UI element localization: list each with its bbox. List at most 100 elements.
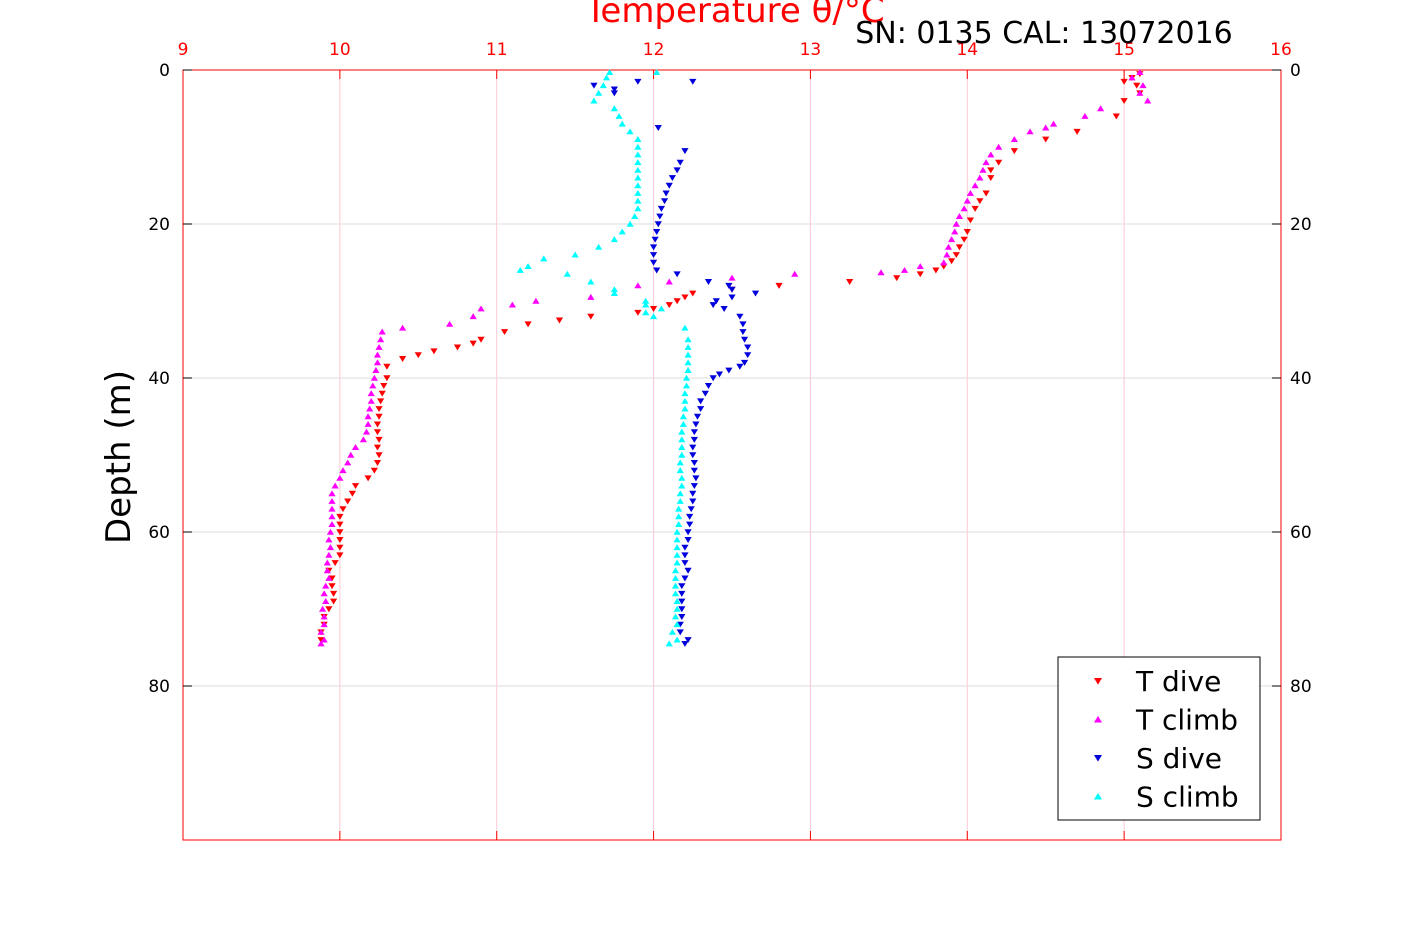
data-point-s-climb <box>626 128 634 135</box>
data-point-t-climb <box>320 613 328 620</box>
y-tick-label-right: 0 <box>1290 61 1301 81</box>
data-point-s-dive <box>649 252 658 259</box>
data-point-t-climb <box>373 351 382 358</box>
data-point-t-dive <box>430 348 438 355</box>
data-point-s-dive <box>744 352 752 359</box>
x-tick-label: 9 <box>178 40 189 60</box>
data-point-t-dive <box>378 390 386 397</box>
data-point-s-climb <box>675 521 683 527</box>
data-point-s-dive <box>654 125 662 131</box>
data-point-s-dive <box>692 421 700 428</box>
data-point-t-dive <box>987 167 995 174</box>
data-point-s-climb <box>682 382 691 389</box>
data-point-t-climb <box>367 390 375 397</box>
data-point-t-dive <box>348 490 357 497</box>
data-point-s-dive <box>693 413 702 420</box>
data-point-t-dive <box>681 294 689 301</box>
data-point-t-climb <box>955 213 964 219</box>
data-point-t-dive <box>966 217 975 224</box>
data-point-s-dive <box>704 279 713 285</box>
x-tick-label: 11 <box>486 40 508 60</box>
data-point-t-climb <box>362 428 371 435</box>
data-point-s-climb <box>673 605 681 612</box>
legend-label-s-dive: S dive <box>1136 742 1222 775</box>
data-point-s-dive <box>709 375 717 382</box>
data-point-t-dive <box>955 244 964 251</box>
data-point-t-climb <box>532 297 540 304</box>
data-point-t-climb <box>1081 112 1089 119</box>
y-tick-label-left: 60 <box>148 523 170 543</box>
data-point-t-climb <box>370 374 378 381</box>
data-point-s-climb <box>649 313 658 320</box>
data-point-s-dive <box>668 175 676 182</box>
data-point-t-dive <box>414 352 422 359</box>
data-point-s-dive <box>697 406 705 413</box>
data-point-s-climb <box>679 413 687 420</box>
data-point-t-dive <box>375 452 383 459</box>
data-point-t-climb <box>372 367 380 373</box>
data-point-s-climb <box>671 613 680 620</box>
data-point-t-dive <box>1010 148 1018 155</box>
data-point-s-dive <box>610 90 618 97</box>
data-point-s-dive <box>676 621 684 628</box>
y-tick-label-right: 40 <box>1290 369 1312 389</box>
data-point-t-dive <box>469 340 477 347</box>
data-point-s-climb <box>634 159 642 166</box>
data-point-s-dive <box>662 190 670 197</box>
data-point-s-dive <box>689 78 697 85</box>
data-point-s-climb <box>676 490 684 497</box>
data-point-s-dive <box>681 552 689 559</box>
data-point-t-climb <box>326 528 335 535</box>
data-point-s-climb <box>676 459 684 466</box>
data-point-t-climb <box>325 536 333 543</box>
data-point-s-climb <box>668 628 676 635</box>
data-point-t-dive <box>336 544 344 551</box>
legend-label-t-dive: T dive <box>1135 665 1221 698</box>
data-point-s-climb <box>679 420 687 427</box>
data-point-s-dive <box>681 575 689 582</box>
data-point-s-climb <box>657 305 666 312</box>
data-point-t-climb <box>325 551 333 558</box>
data-point-s-climb <box>673 536 681 543</box>
data-point-s-climb <box>634 166 642 173</box>
data-point-s-dive <box>709 302 717 309</box>
x-tick-label: 10 <box>329 40 351 60</box>
data-point-t-dive <box>377 398 385 405</box>
data-point-t-dive <box>373 460 382 466</box>
data-point-t-dive <box>317 637 325 644</box>
data-point-t-climb <box>369 382 377 389</box>
data-point-t-climb <box>322 598 330 604</box>
data-point-t-dive <box>963 229 971 235</box>
data-point-s-climb <box>678 428 686 435</box>
data-point-s-climb <box>678 451 686 458</box>
data-point-t-dive <box>375 436 383 443</box>
data-point-t-climb <box>344 459 352 466</box>
data-point-s-climb <box>671 590 680 597</box>
data-point-s-dive <box>687 506 695 513</box>
data-point-t-dive <box>775 282 783 289</box>
data-point-t-climb <box>1026 128 1034 135</box>
data-point-s-dive <box>684 637 692 644</box>
data-point-t-dive <box>500 329 509 336</box>
data-point-t-climb <box>364 420 372 427</box>
data-point-t-dive <box>336 529 344 536</box>
x-tick-label: 16 <box>1270 40 1292 60</box>
data-point-s-dive <box>701 390 709 397</box>
data-point-s-dive <box>712 298 720 305</box>
data-point-t-climb <box>477 305 485 312</box>
y-tick-label-left: 80 <box>148 677 170 697</box>
data-point-t-climb <box>1144 97 1152 104</box>
data-point-t-dive <box>948 258 956 265</box>
data-point-t-dive <box>328 575 336 582</box>
data-point-t-climb <box>1010 136 1018 142</box>
data-point-s-climb <box>634 151 642 158</box>
data-point-t-climb <box>791 270 799 277</box>
data-point-t-climb <box>1139 82 1147 89</box>
data-point-s-dive <box>684 529 692 536</box>
data-point-s-dive <box>649 259 658 266</box>
data-point-s-climb <box>610 105 618 112</box>
data-point-s-climb <box>673 621 681 628</box>
data-point-t-climb <box>336 474 344 481</box>
data-point-s-climb <box>673 528 681 535</box>
